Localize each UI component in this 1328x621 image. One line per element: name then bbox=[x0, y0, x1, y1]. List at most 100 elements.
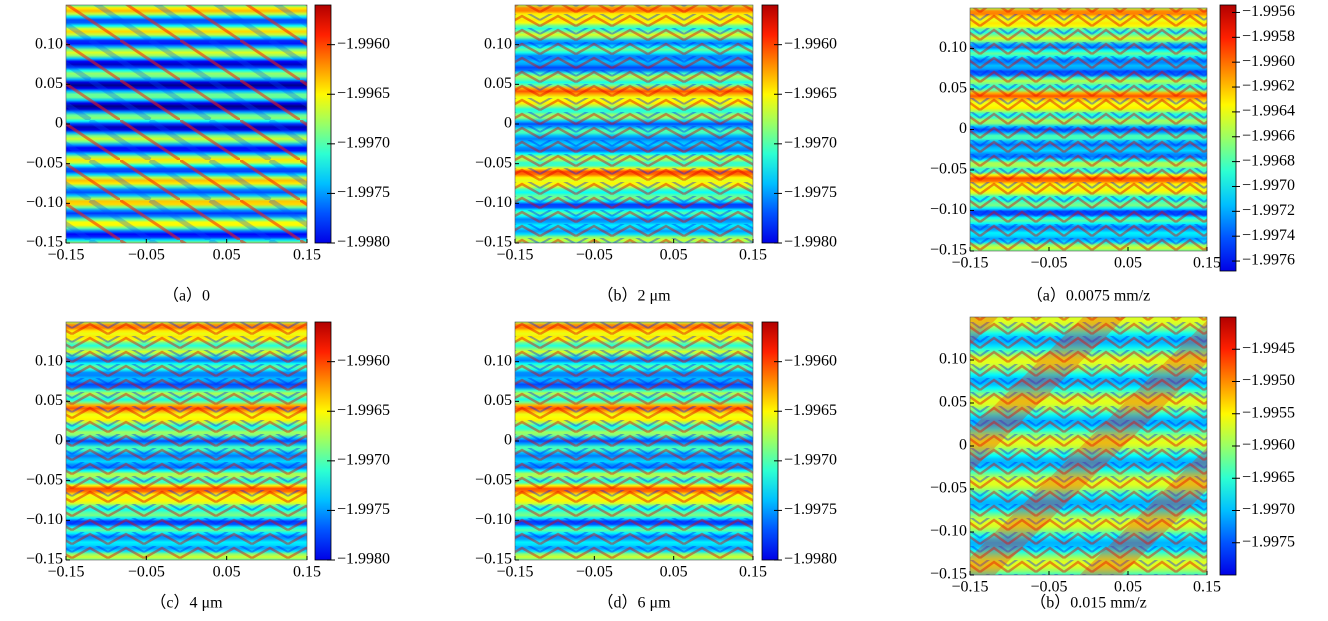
y-tick-label: 0 bbox=[504, 115, 512, 132]
y-tick-label: −0.05 bbox=[26, 154, 63, 171]
caption: （c）4 μm bbox=[150, 594, 223, 612]
x-tick-label: 0.15 bbox=[1193, 579, 1221, 596]
caption: （b）2 μm bbox=[597, 287, 671, 305]
colorbar-tick-label: −1.9975 bbox=[784, 184, 837, 201]
colorbar-tick-label: −1.9965 bbox=[337, 402, 390, 419]
y-tick-label: 0 bbox=[959, 120, 967, 137]
y-tick-label: −0.15 bbox=[930, 242, 967, 259]
x-tick-label: 0.05 bbox=[1114, 255, 1142, 272]
x-tick-label: 0.05 bbox=[660, 564, 688, 581]
colorbar-tick-label: −1.9970 bbox=[337, 452, 390, 469]
colorbar-tick-label: −1.9965 bbox=[1242, 469, 1295, 486]
y-tick-label: 0.05 bbox=[484, 392, 512, 409]
surface-texture bbox=[515, 322, 753, 560]
colorbar-tick-label: −1.9960 bbox=[1242, 437, 1295, 454]
colorbar-tick-label: −1.9975 bbox=[1242, 533, 1295, 550]
x-tick-label: −0.05 bbox=[576, 247, 613, 264]
y-tick-label: 0.10 bbox=[484, 352, 512, 369]
colorbar-tick-label: −1.9956 bbox=[1242, 3, 1295, 20]
colorbar bbox=[761, 321, 779, 561]
x-tick-label: −0.15 bbox=[951, 579, 988, 596]
colorbar-tick-label: −1.9960 bbox=[337, 352, 390, 369]
y-tick-label: −0.10 bbox=[930, 523, 967, 540]
colorbar bbox=[1219, 4, 1237, 272]
x-tick-label: −0.15 bbox=[47, 247, 84, 264]
colorbar-tick-label: −1.9975 bbox=[337, 501, 390, 518]
y-tick-label: −0.15 bbox=[26, 234, 63, 251]
y-tick-label: 0.05 bbox=[939, 394, 967, 411]
colorbar-tick-label: −1.9980 bbox=[337, 551, 390, 568]
y-tick-label: −0.10 bbox=[475, 511, 512, 528]
y-tick-label: −0.10 bbox=[26, 194, 63, 211]
colorbar-tick-label: −1.9968 bbox=[1242, 152, 1295, 169]
x-tick-label: −0.15 bbox=[496, 564, 533, 581]
y-tick-label: 0.10 bbox=[939, 351, 967, 368]
colorbar-tick-label: −1.9970 bbox=[784, 452, 837, 469]
colorbar-tick-label: −1.9975 bbox=[337, 184, 390, 201]
y-tick-label: 0.05 bbox=[484, 75, 512, 92]
surface-band bbox=[970, 317, 1207, 575]
colorbar-tick-label: −1.9966 bbox=[1242, 127, 1295, 144]
colorbar bbox=[314, 321, 332, 561]
caption: （a）0.0075 mm/z bbox=[1027, 287, 1151, 305]
y-tick-label: 0 bbox=[55, 115, 63, 132]
x-tick-label: −0.05 bbox=[1030, 579, 1067, 596]
colorbar-tick-label: −1.9974 bbox=[1242, 227, 1295, 244]
caption: （d）6 μm bbox=[597, 594, 671, 612]
colorbar-tick-label: −1.9965 bbox=[784, 402, 837, 419]
colorbar-tick-label: −1.9960 bbox=[337, 35, 390, 52]
surface-texture bbox=[970, 8, 1207, 251]
colorbar-tick-label: −1.9970 bbox=[1242, 177, 1295, 194]
colorbar-tick-label: −1.9950 bbox=[1242, 372, 1295, 389]
x-tick-label: 0.05 bbox=[213, 247, 241, 264]
colorbar-tick-label: −1.9975 bbox=[784, 501, 837, 518]
colorbar-tick-label: −1.9964 bbox=[1242, 103, 1295, 120]
colorbar-tick-label: −1.9965 bbox=[784, 85, 837, 102]
surface-texture bbox=[515, 5, 753, 243]
y-tick-label: 0.05 bbox=[939, 80, 967, 97]
x-tick-label: 0.15 bbox=[739, 247, 767, 264]
colorbar-tick-label: −1.9958 bbox=[1242, 28, 1295, 45]
colorbar-tick-label: −1.9970 bbox=[337, 135, 390, 152]
colorbar-tick-label: −1.9960 bbox=[1242, 53, 1295, 70]
y-tick-label: −0.15 bbox=[475, 551, 512, 568]
x-tick-label: −0.15 bbox=[951, 255, 988, 272]
colorbar-tick-label: −1.9980 bbox=[784, 234, 837, 251]
colorbar-tick-label: −1.9965 bbox=[337, 85, 390, 102]
colorbar-tick-label: −1.9970 bbox=[784, 135, 837, 152]
x-tick-label: −0.05 bbox=[128, 564, 165, 581]
x-tick-label: 0.15 bbox=[293, 247, 321, 264]
y-tick-label: 0 bbox=[55, 432, 63, 449]
colorbar-tick-label: −1.9980 bbox=[784, 551, 837, 568]
colorbar-tick-label: −1.9955 bbox=[1242, 404, 1295, 421]
caption: （a）0 bbox=[163, 287, 210, 305]
y-tick-label: 0.05 bbox=[35, 75, 63, 92]
x-tick-label: −0.15 bbox=[47, 564, 84, 581]
colorbar-tick-label: −1.9962 bbox=[1242, 78, 1295, 95]
colorbar-tick-label: −1.9976 bbox=[1242, 252, 1295, 269]
y-tick-label: −0.10 bbox=[930, 201, 967, 218]
x-tick-label: −0.05 bbox=[576, 564, 613, 581]
y-tick-label: 0.10 bbox=[35, 352, 63, 369]
y-tick-label: −0.15 bbox=[26, 551, 63, 568]
y-tick-label: −0.10 bbox=[26, 511, 63, 528]
y-tick-label: −0.05 bbox=[930, 480, 967, 497]
y-tick-label: −0.05 bbox=[26, 471, 63, 488]
x-tick-label: 0.05 bbox=[1114, 579, 1142, 596]
y-tick-label: 0.10 bbox=[35, 35, 63, 52]
colorbar-tick-label: −1.9945 bbox=[1242, 340, 1295, 357]
y-tick-label: 0.10 bbox=[939, 39, 967, 56]
colorbar-tick-label: −1.9960 bbox=[784, 35, 837, 52]
y-tick-label: 0 bbox=[959, 437, 967, 454]
y-tick-label: −0.15 bbox=[475, 234, 512, 251]
x-tick-label: 0.05 bbox=[660, 247, 688, 264]
x-tick-label: −0.05 bbox=[1030, 255, 1067, 272]
x-tick-label: 0.15 bbox=[739, 564, 767, 581]
y-tick-label: 0 bbox=[504, 432, 512, 449]
y-tick-label: 0.10 bbox=[484, 35, 512, 52]
x-tick-label: −0.15 bbox=[496, 247, 533, 264]
y-tick-label: −0.10 bbox=[475, 194, 512, 211]
colorbar-tick-label: −1.9972 bbox=[1242, 202, 1295, 219]
colorbar-tick-label: −1.9980 bbox=[337, 234, 390, 251]
